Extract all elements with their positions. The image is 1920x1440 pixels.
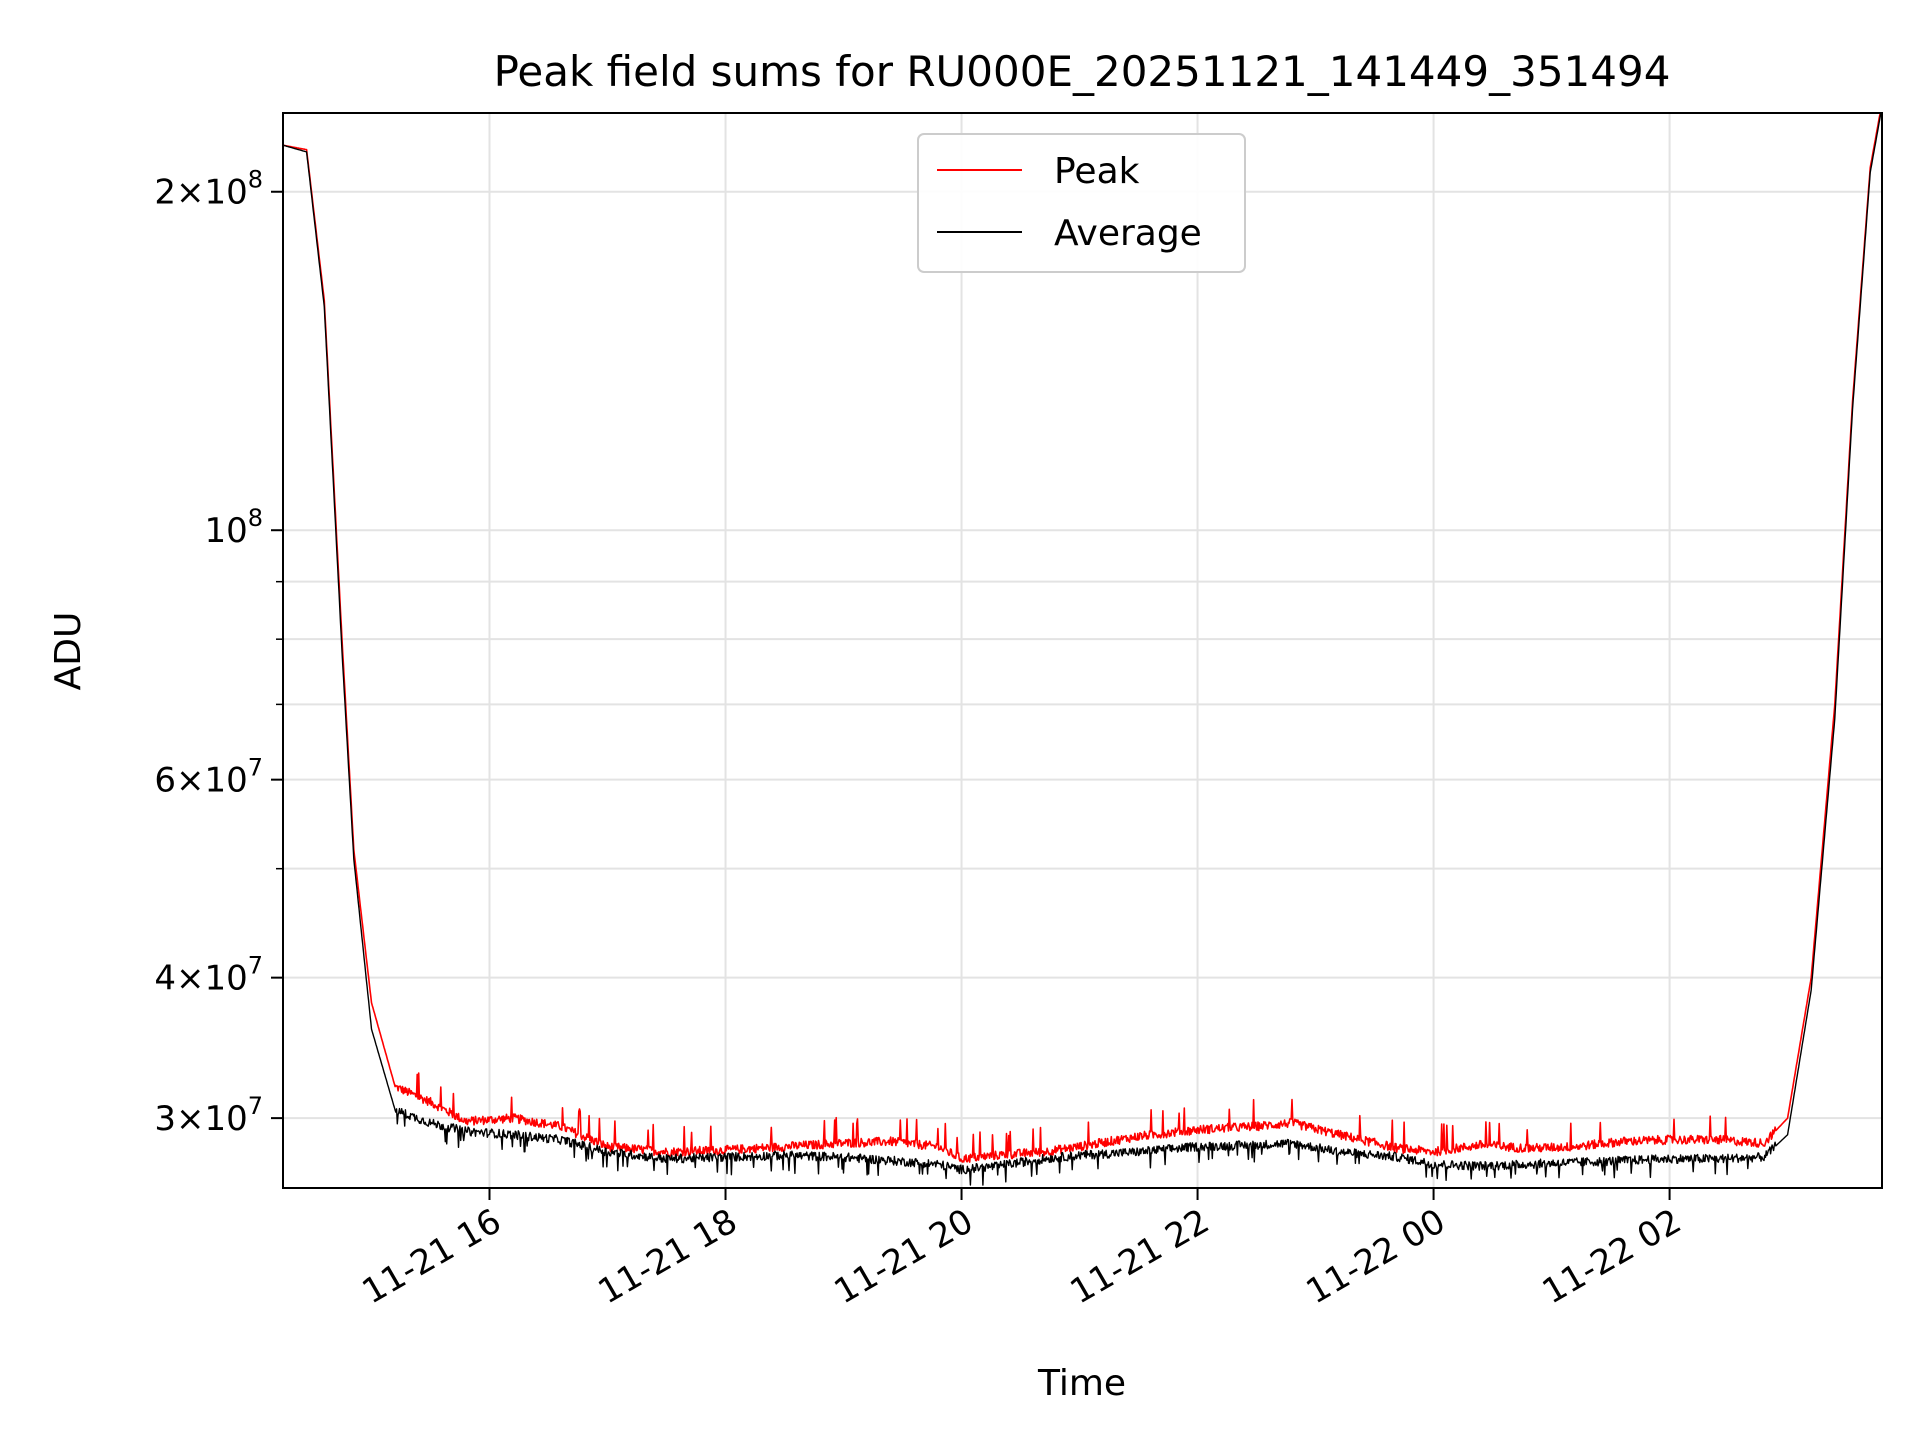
y-tick-label: 6×107: [154, 754, 263, 801]
series-lines: [282, 112, 1883, 1186]
y-tick-label: 3×107: [154, 1092, 263, 1139]
legend-box: [917, 133, 1246, 273]
legend-label-average: Average: [1054, 213, 1202, 254]
legend: Peak Average: [917, 133, 1246, 273]
chart-title: Peak field sums for RU000E_20251121_1414…: [494, 47, 1671, 96]
series-line-average: [282, 112, 1883, 1186]
y-tick-label: 2×108: [154, 166, 263, 213]
x-axis-label: Time: [1037, 1363, 1126, 1404]
y-axis-ticks: 3×107 4×107 6×107 108 2×108: [154, 166, 283, 1139]
y-tick-label: 4×107: [154, 952, 263, 999]
plot-frame: [282, 112, 1883, 1189]
legend-label-peak: Peak: [1054, 151, 1140, 192]
y-minor-ticks: [276, 580, 283, 870]
series-line-peak: [282, 112, 1883, 1163]
y-tick-label: 108: [204, 504, 263, 551]
y-axis-label: ADU: [48, 612, 89, 691]
